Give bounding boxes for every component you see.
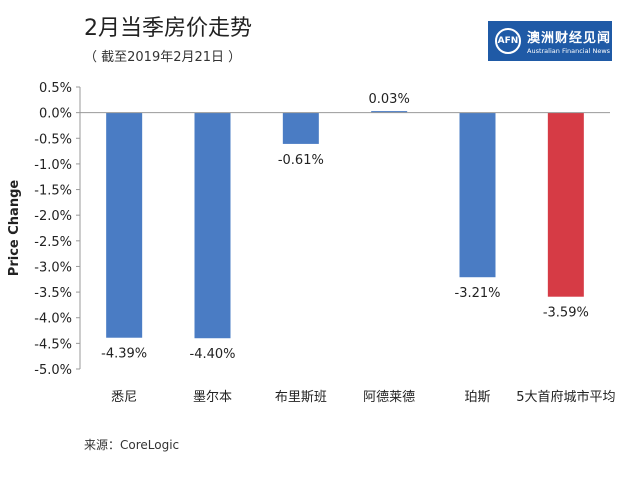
bar [371, 111, 408, 113]
y-tick-label: -3.5% [34, 286, 72, 301]
data-label: 0.03% [369, 92, 410, 107]
y-tick-label: -5.0% [34, 363, 72, 378]
y-tick-label: 0.5% [39, 81, 72, 96]
data-label: -0.61% [278, 153, 324, 168]
y-tick-label: -2.5% [34, 235, 72, 250]
afn-logo-icon: AFN [495, 28, 521, 54]
y-tick-label: -3.0% [34, 260, 72, 275]
bar [547, 112, 584, 297]
y-tick-label: -2.0% [34, 209, 72, 224]
source-note: 来源：CoreLogic [84, 438, 180, 452]
category-label: 5大首府城市平均 [516, 389, 615, 405]
category-label: 墨尔本 [193, 390, 232, 405]
y-tick-label: -1.0% [34, 158, 72, 173]
afn-logo: AFN 澳洲财经见闻 Australian Financial News [488, 21, 612, 61]
y-tick-label: -4.5% [34, 337, 72, 352]
data-label: -4.39% [101, 347, 147, 362]
bar [282, 112, 319, 144]
y-axis-title: Price Change [7, 180, 22, 277]
y-tick-label: -1.5% [34, 184, 72, 199]
logo-english-name: Australian Financial News [527, 47, 611, 55]
data-label: -4.40% [190, 347, 236, 362]
bar [106, 112, 143, 338]
bar [459, 112, 496, 278]
y-tick-label: 0.0% [39, 107, 72, 122]
logo-chinese-name: 澳洲财经见闻 [527, 31, 612, 46]
category-label: 布里斯班 [275, 390, 327, 405]
chart-title: 2月当季房价走势 [84, 16, 252, 41]
data-label: -3.21% [455, 286, 501, 301]
y-tick-label: -0.5% [34, 132, 72, 147]
category-label: 阿德莱德 [363, 390, 415, 405]
chart-subtitle: （ 截至2019年2月21日 ） [84, 50, 242, 65]
bar [194, 112, 231, 339]
category-label: 珀斯 [464, 390, 490, 405]
data-label: -3.59% [543, 306, 589, 321]
category-label: 悉尼 [111, 390, 137, 405]
y-tick-label: -4.0% [34, 312, 72, 327]
